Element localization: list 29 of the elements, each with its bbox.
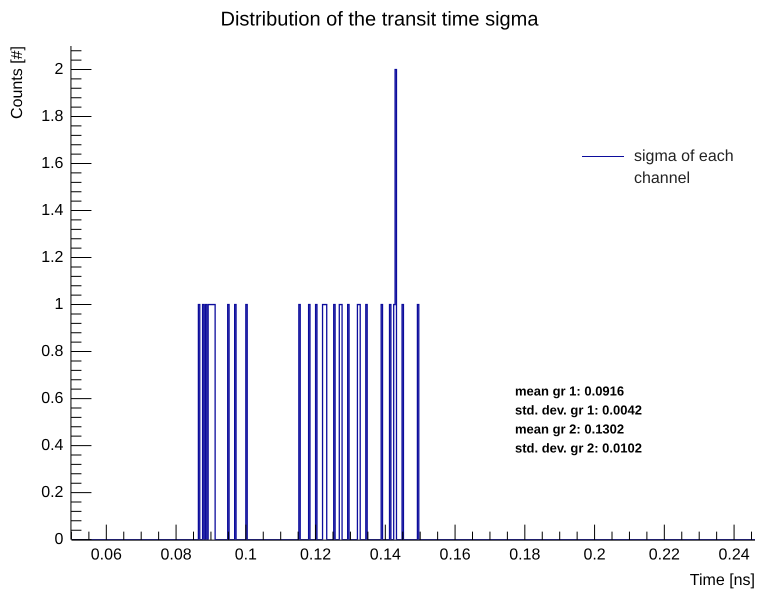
x-tick-label: 0.08	[160, 546, 192, 564]
y-tick-label: 1.4	[41, 202, 64, 219]
annotation: mean gr 2: 0.1302	[515, 422, 624, 437]
chart-title: Distribution of the transit time sigma	[220, 8, 540, 31]
annotation: std. dev. gr 1: 0.0042	[515, 402, 642, 418]
x-tick-label: 0.1	[234, 546, 258, 564]
x-tick-label: 0.22	[648, 546, 680, 564]
x-tick-label: 0.14	[370, 546, 401, 564]
x-tick-label: 0.2	[583, 546, 606, 564]
y-tick-label: 1.8	[41, 108, 64, 125]
x-tick-label: 0.18	[509, 546, 540, 564]
y-tick-label: 2	[54, 60, 64, 78]
y-tick-label: 1.6	[41, 154, 64, 172]
x-axis-title: Time [ns]	[690, 572, 755, 589]
y-tick-label: 0.6	[41, 390, 64, 407]
y-tick-label: 0.2	[41, 484, 64, 501]
y-tick-label: 1	[54, 296, 64, 313]
y-tick-label: 0.8	[41, 342, 64, 360]
x-tick-label: 0.24	[718, 546, 750, 564]
annotation: mean gr 1: 0.0916	[515, 384, 624, 399]
legend-label: sigma of each channel	[634, 147, 734, 189]
x-tick-label: 0.06	[90, 546, 122, 564]
x-tick-label: 0.12	[300, 546, 332, 564]
y-tick-label: 0	[54, 531, 64, 548]
y-axis-title: Counts [#]	[9, 46, 26, 119]
x-tick-label: 0.16	[440, 546, 471, 564]
annotation: std. dev. gr 2: 0.0102	[515, 440, 642, 456]
y-tick-label: 1.2	[41, 248, 64, 266]
y-tick-label: 0.4	[41, 436, 64, 454]
